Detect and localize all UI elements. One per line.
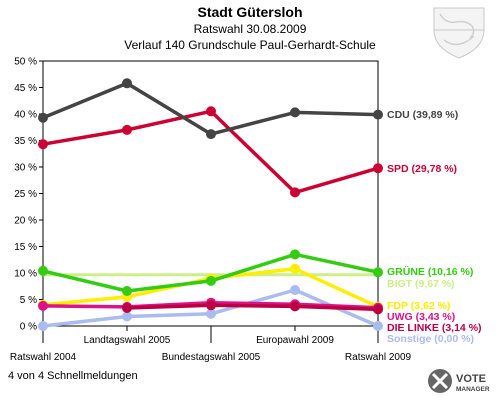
series-label: DIE LINKE (3,14 %) <box>387 322 482 334</box>
y-tick-label: 50 % <box>14 57 37 68</box>
chart-subtitle-2: Verlauf 140 Grundschule Paul-Gerhardt-Sc… <box>124 38 376 52</box>
y-tick-label: 20 % <box>14 216 37 227</box>
series-line <box>42 109 379 195</box>
logo-line-1: VOTE <box>456 373 486 385</box>
data-point <box>373 109 383 120</box>
data-point <box>38 139 48 150</box>
series-cdu <box>38 78 383 140</box>
vote-manager-logo: VOTE MANAGER <box>428 369 490 393</box>
data-point <box>290 107 300 118</box>
series-spd <box>38 106 383 198</box>
data-point <box>373 163 383 174</box>
data-point <box>373 321 383 331</box>
data-point <box>290 285 300 295</box>
y-tick-label: 30 % <box>14 163 37 174</box>
data-point <box>122 78 132 89</box>
y-tick-label: 15 % <box>14 242 37 253</box>
y-tick-label: 5 % <box>20 295 37 306</box>
data-point <box>206 106 216 117</box>
chart-title: Stadt Gütersloh <box>197 4 302 20</box>
data-point <box>38 112 48 123</box>
data-point <box>38 321 48 331</box>
series-grüne <box>38 249 383 296</box>
series-labels: BIGT (9,67 %) Sonstige (0,00 %) FDP (3,62 … <box>387 109 482 345</box>
data-point <box>38 265 48 276</box>
logo-line-2: MANAGER <box>456 386 490 393</box>
y-tick-label: 45 % <box>14 83 37 94</box>
data-point <box>206 308 216 319</box>
footer-text: 4 von 4 Schnellmeldungen <box>8 370 138 382</box>
series-label: FDP (3,62 %) <box>387 300 450 312</box>
plot-frame <box>42 60 379 327</box>
series-label: SPD (29,78 %) <box>387 163 457 175</box>
data-point <box>290 301 300 312</box>
x-tick-label: Ratswahl 2009 <box>345 352 412 363</box>
x-tick-label: Ratswahl 2004 <box>10 352 77 363</box>
data-point <box>206 129 216 140</box>
data-point <box>206 275 216 286</box>
series-sonstige <box>38 285 383 331</box>
data-point <box>122 311 132 322</box>
data-point <box>373 304 383 315</box>
series-label: CDU (39,89 %) <box>387 109 458 121</box>
y-tick-label: 0 % <box>20 322 37 333</box>
data-point <box>206 300 216 311</box>
series-label: UWG (3,43 %) <box>387 311 455 323</box>
data-point <box>122 286 132 296</box>
data-point <box>38 300 48 311</box>
x-tick-label: Bundestagswahl 2005 <box>162 352 261 363</box>
x-tick-label: Landtagswahl 2005 <box>84 335 171 346</box>
data-point <box>290 263 300 274</box>
y-tick-label: 10 % <box>14 269 37 280</box>
y-tick-label: 25 % <box>14 189 37 200</box>
series-label: Sonstige (0,00 %) <box>387 333 474 345</box>
y-tick-label: 35 % <box>14 136 37 147</box>
coat-of-arms-icon <box>433 7 485 59</box>
series-line <box>126 303 379 312</box>
data-point <box>290 187 300 198</box>
series-die-linke <box>122 300 383 315</box>
y-tick-label: 40 % <box>14 110 37 121</box>
data-point <box>373 267 383 278</box>
series-layer <box>38 78 383 331</box>
x-tick-label: Europawahl 2009 <box>256 335 334 346</box>
data-point <box>290 249 300 260</box>
data-point <box>122 303 132 313</box>
series-label: BIGT (9,67 %) <box>387 278 455 290</box>
series-label: GRÜNE (10,16 %) <box>387 265 473 278</box>
chart-subtitle: Ratswahl 30.08.2009 <box>194 22 307 36</box>
data-point <box>122 124 132 135</box>
